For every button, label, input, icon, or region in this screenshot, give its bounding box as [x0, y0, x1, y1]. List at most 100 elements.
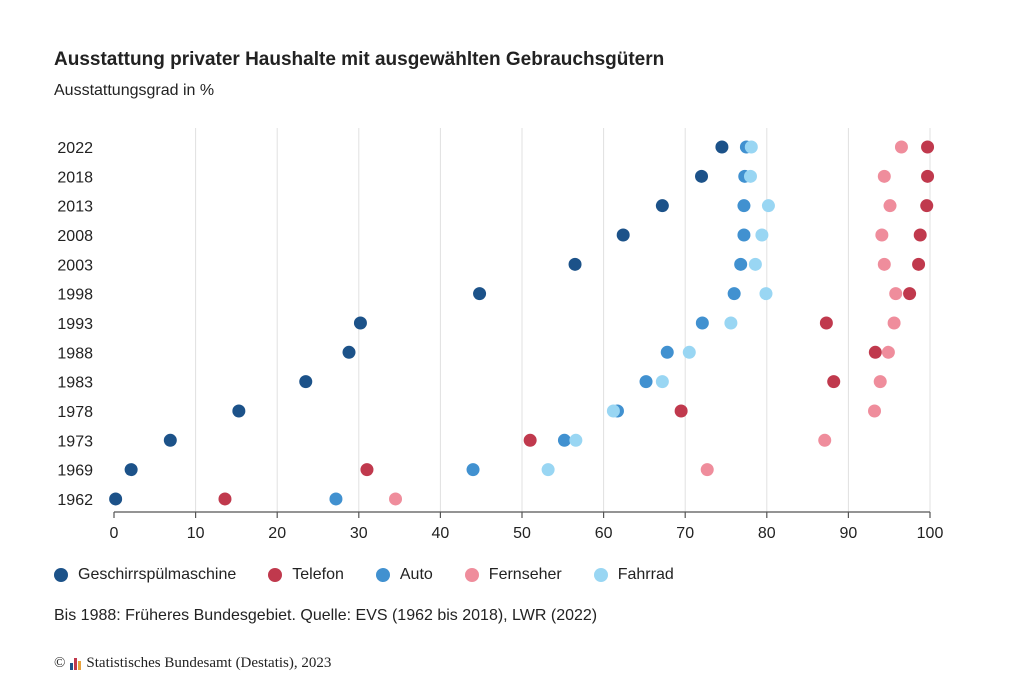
x-tick-label: 100 [917, 525, 944, 542]
data-point-geschirrsp-lmaschine [715, 140, 729, 154]
chart-area: 0 10 20 30 40 50 60 70 80 90 100 2022 2018 2013 2008 20… [57, 128, 944, 542]
destatis-logo-icon [70, 657, 82, 670]
data-point-fahrrad [744, 140, 758, 154]
data-point-fernseher [883, 199, 897, 213]
x-tick-label: 50 [513, 525, 531, 542]
data-point-geschirrsp-lmaschine [232, 404, 246, 418]
data-point-telefon [360, 463, 374, 477]
x-tick-label: 90 [840, 525, 858, 542]
data-point-telefon [523, 433, 537, 447]
legend-label: Auto [399, 566, 433, 583]
legend-label: Geschirrspülmaschine [78, 566, 237, 583]
data-point-fahrrad [759, 287, 773, 301]
data-point-fahrrad [606, 404, 620, 418]
data-point-auto [329, 492, 343, 506]
data-point-geschirrsp-lmaschine [695, 169, 709, 183]
data-point-fahrrad [541, 463, 555, 477]
data-point-fernseher [818, 433, 832, 447]
legend-marker [464, 568, 479, 582]
x-tick-label: 20 [268, 525, 286, 542]
data-point-telefon [920, 199, 934, 213]
x-tick-label: 70 [676, 525, 694, 542]
y-category-label: 1978 [57, 404, 93, 421]
data-point-fernseher [881, 345, 895, 359]
data-point-geschirrsp-lmaschine [109, 492, 123, 506]
data-point-fahrrad [569, 433, 583, 447]
legend-item-fernseher[interactable]: Fernseher [464, 566, 562, 584]
x-tick-label: 40 [432, 525, 450, 542]
data-point-geschirrsp-lmaschine [124, 463, 138, 477]
data-point-fernseher [877, 169, 891, 183]
legend-marker [54, 568, 68, 582]
y-category-label: 2003 [57, 257, 93, 274]
data-point-fernseher [877, 257, 891, 271]
data-point-fahrrad [755, 228, 769, 242]
source-note: Bis 1988: Früheres Bundesgebiet. Quelle:… [54, 607, 598, 624]
legend-label: Fernseher [488, 566, 562, 583]
data-point-telefon [903, 287, 917, 301]
data-point-fernseher [894, 140, 908, 154]
data-point-geschirrsp-lmaschine [655, 199, 669, 213]
data-point-fahrrad [682, 345, 696, 359]
credit-text: Statistisches Bundesamt (Destatis), 2023 [86, 655, 332, 671]
y-category-label: 1993 [57, 316, 93, 333]
x-tick-label: 60 [595, 525, 613, 542]
data-point-auto [734, 257, 748, 271]
data-point-fernseher [887, 316, 901, 330]
data-point-geschirrsp-lmaschine [342, 345, 356, 359]
data-point-fahrrad [748, 257, 762, 271]
x-tick-label: 80 [758, 525, 776, 542]
legend-item-telefon[interactable]: Telefon [268, 566, 344, 584]
legend-label: Fahrrad [617, 566, 674, 583]
y-category-label: 1988 [57, 345, 93, 362]
legend-marker [593, 568, 608, 582]
data-point-auto [557, 433, 571, 447]
copyright-symbol: © [54, 655, 66, 671]
data-point-fahrrad [655, 375, 669, 389]
data-point-geschirrsp-lmaschine [568, 257, 582, 271]
y-category-label: 2018 [57, 169, 93, 186]
x-tick-label: 0 [110, 525, 119, 542]
data-point-telefon [674, 404, 688, 418]
y-category-label: 2013 [57, 199, 93, 216]
data-point-geschirrsp-lmaschine [353, 316, 367, 330]
data-point-auto [466, 463, 480, 477]
data-point-telefon [912, 257, 926, 271]
legend-marker [268, 568, 283, 582]
y-category-label: 2022 [57, 140, 93, 157]
chart-title: Ausstattung privater Haushalte mit ausge… [54, 49, 665, 70]
data-point-auto [737, 228, 751, 242]
data-point-auto [660, 345, 674, 359]
legend-label: Telefon [292, 566, 344, 583]
data-point-fernseher [700, 463, 714, 477]
legend-item-fahrrad[interactable]: Fahrrad [593, 566, 674, 584]
legend-marker [375, 568, 390, 582]
data-point-telefon [868, 345, 882, 359]
data-point-geschirrsp-lmaschine [299, 375, 313, 389]
y-category-label: 1973 [57, 433, 93, 450]
y-category-label: 1962 [57, 492, 93, 509]
y-category-label: 2008 [57, 228, 93, 245]
y-category-label: 1983 [57, 375, 93, 392]
x-tick-label: 10 [187, 525, 205, 542]
data-point-geschirrsp-lmaschine [163, 433, 177, 447]
data-point-telefon [913, 228, 927, 242]
data-point-auto [639, 375, 653, 389]
x-tick-label: 30 [350, 525, 368, 542]
data-point-geschirrsp-lmaschine [616, 228, 630, 242]
y-category-label: 1969 [57, 463, 93, 480]
data-point-auto [737, 199, 751, 213]
legend-item-geschirrsp-lmaschine[interactable]: Geschirrspülmaschine [54, 566, 236, 584]
data-point-fernseher [873, 375, 887, 389]
chart-subtitle: Ausstattungsgrad in % [54, 82, 215, 99]
data-point-fahrrad [724, 316, 738, 330]
credit-line: © Statistisches Bundesamt (Destatis), 20… [54, 655, 331, 672]
data-point-auto [727, 287, 741, 301]
data-point-fahrrad [743, 169, 757, 183]
data-point-geschirrsp-lmaschine [473, 287, 487, 301]
y-category-label: 1998 [57, 287, 93, 304]
data-point-fahrrad [761, 199, 775, 213]
data-point-fernseher [389, 492, 403, 506]
legend-item-auto[interactable]: Auto [375, 566, 433, 584]
legend: Geschirrspülmaschine Telefon Auto Fernseher… [54, 566, 706, 584]
